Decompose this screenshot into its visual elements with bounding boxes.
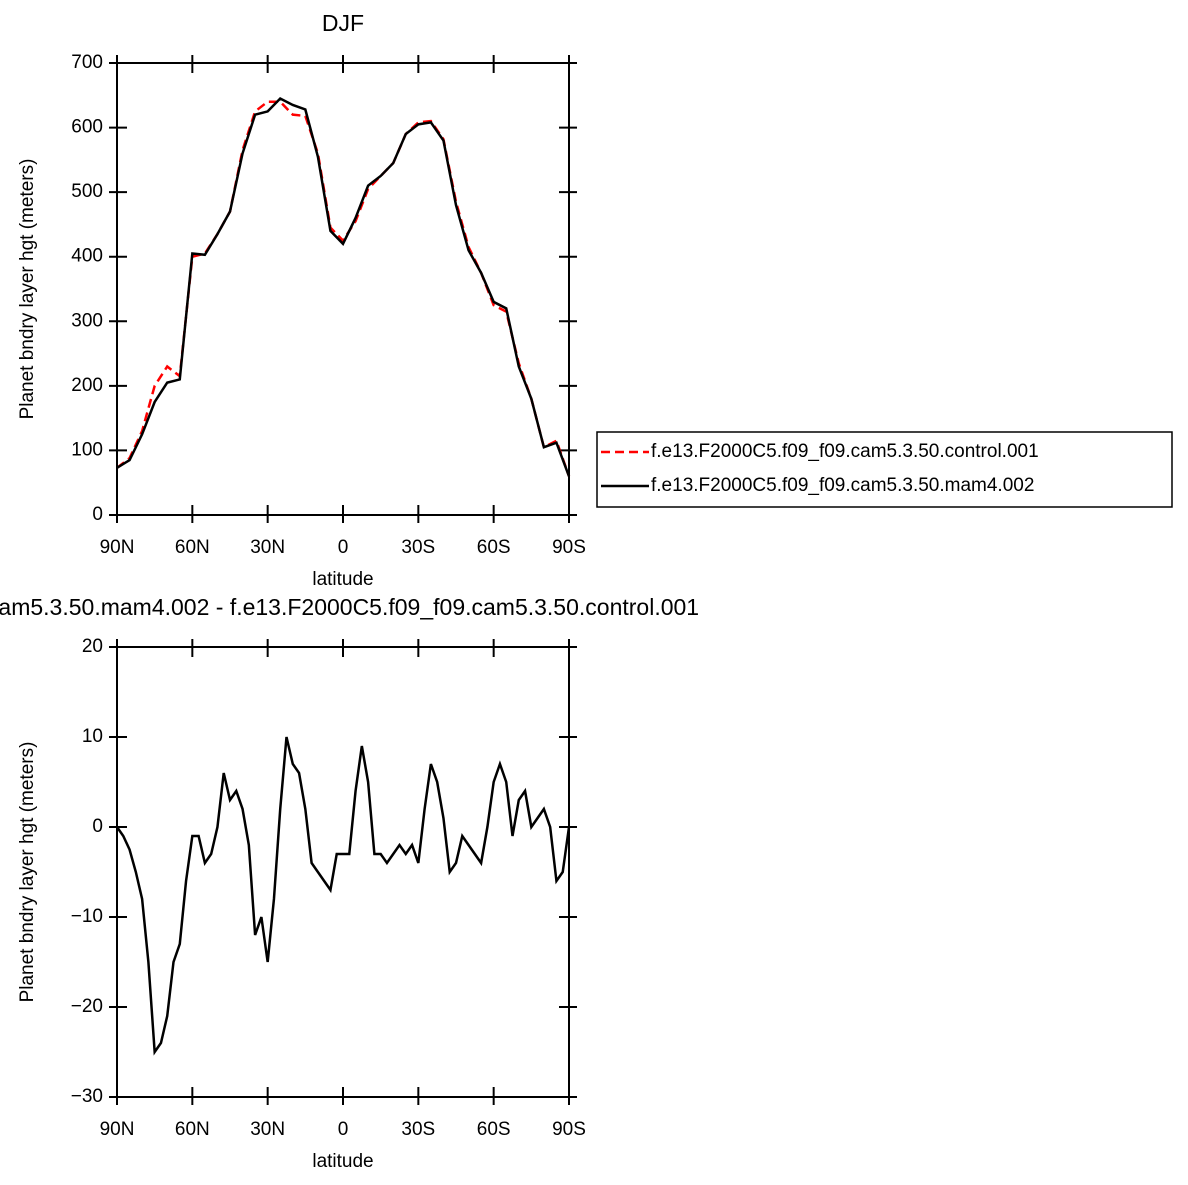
plot-frame [116, 62, 570, 516]
y-tick-label: 300 [71, 310, 103, 331]
legend-label: f.e13.F2000C5.f09_f09.cam5.3.50.control.… [651, 441, 1039, 462]
x-tick-label: 0 [338, 1119, 349, 1140]
y-tick-label: 0 [92, 816, 103, 837]
x-tick-label: 60N [175, 537, 210, 558]
x-tick-label: 60S [477, 537, 511, 558]
x-tick-label: 60S [477, 1119, 511, 1140]
x-tick-label: 30N [250, 537, 285, 558]
data-line [116, 96, 571, 477]
data-line [115, 736, 571, 1056]
x-tick-label: 60N [175, 1119, 210, 1140]
y-tick-label: −20 [71, 996, 103, 1017]
y-tick-label: 500 [71, 181, 103, 202]
y-tick-label: 0 [92, 504, 103, 525]
x-axis-label: latitude [312, 1151, 373, 1172]
y-axis-label: Planet bndry layer hgt (meters) [17, 742, 38, 1003]
y-tick-label: 100 [71, 439, 103, 460]
x-tick-label: 90S [552, 1119, 586, 1140]
x-tick-label: 30S [401, 1119, 435, 1140]
chart-title: DJF [322, 10, 364, 36]
y-tick-label: 10 [82, 726, 103, 747]
y-axis-label: Planet bndry layer hgt (meters) [17, 159, 38, 420]
x-tick-label: 90N [100, 1119, 135, 1140]
legend-box [596, 431, 1173, 508]
y-tick-label: 20 [82, 636, 103, 657]
y-tick-label: 400 [71, 246, 103, 267]
chart-title: cam5.3.50.mam4.002 - f.e13.F2000C5.f09_f… [0, 594, 699, 620]
data-line [116, 100, 571, 477]
x-tick-label: 30S [401, 537, 435, 558]
y-tick-label: 600 [71, 117, 103, 138]
plot-frame [116, 646, 570, 1098]
y-tick-label: −30 [71, 1086, 103, 1107]
y-tick-label: 700 [71, 52, 103, 73]
x-axis-label: latitude [312, 569, 373, 590]
x-tick-label: 30N [250, 1119, 285, 1140]
x-tick-label: 0 [338, 537, 349, 558]
y-tick-label: −10 [71, 906, 103, 927]
x-tick-label: 90N [100, 537, 135, 558]
y-tick-label: 200 [71, 375, 103, 396]
legend-label: f.e13.F2000C5.f09_f09.cam5.3.50.mam4.002 [651, 475, 1034, 496]
x-tick-label: 90S [552, 537, 586, 558]
